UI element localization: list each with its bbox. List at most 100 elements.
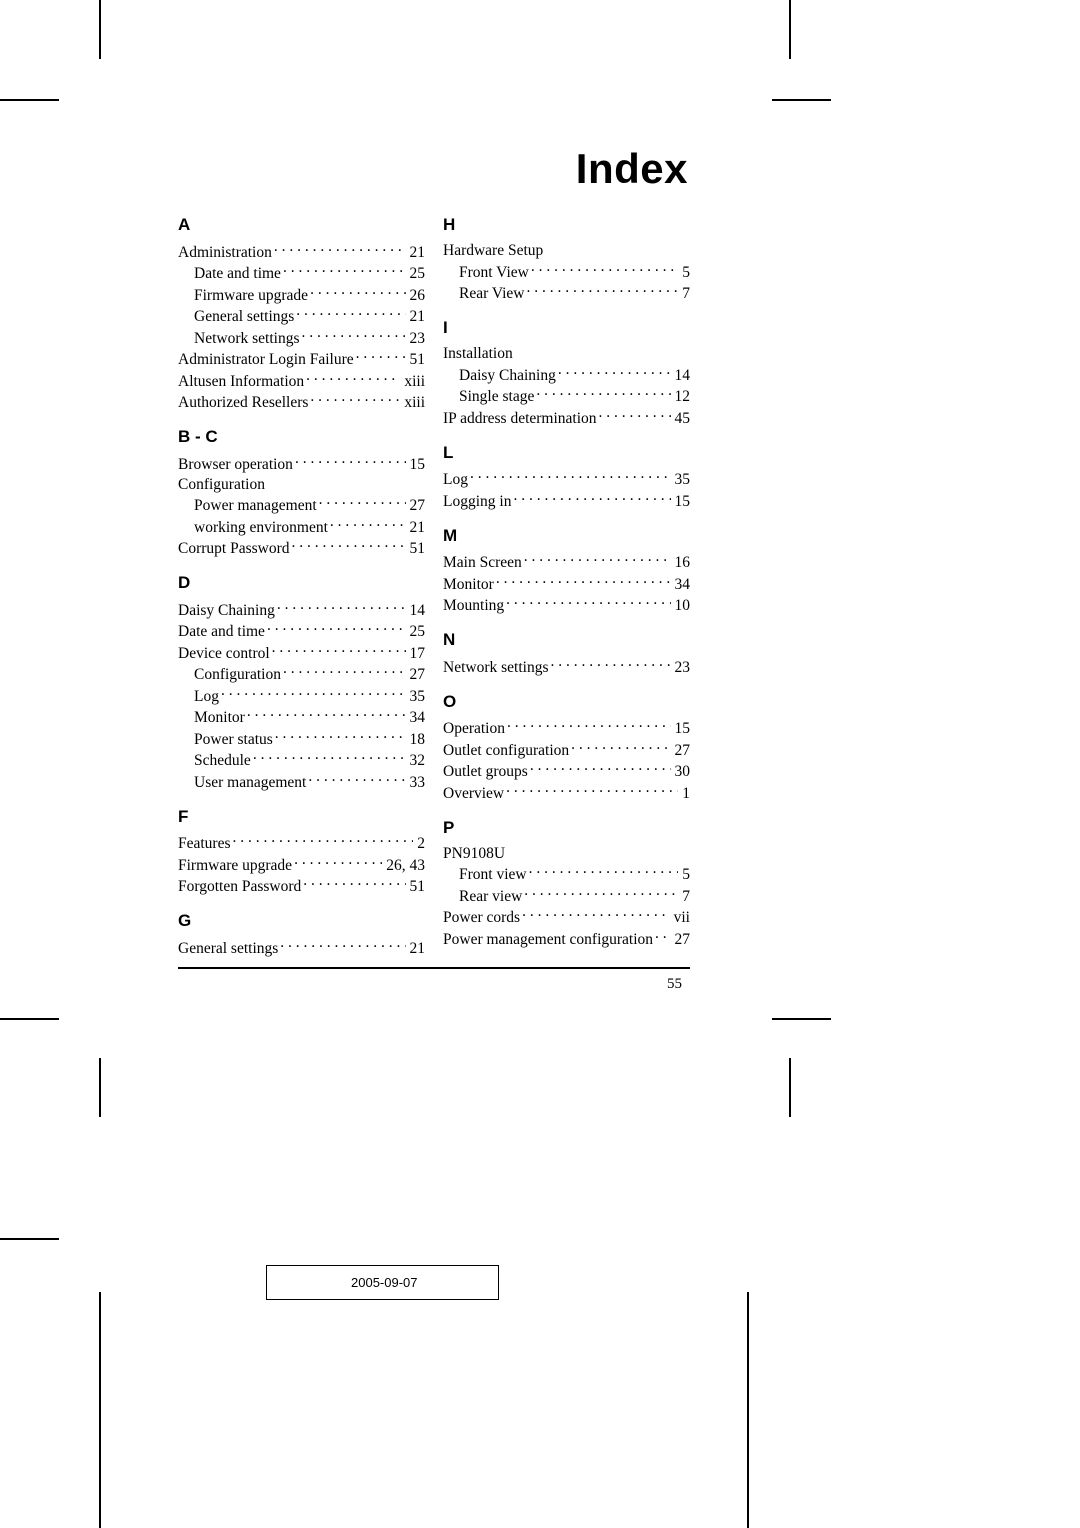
index-entry: Power management27 xyxy=(178,495,425,517)
index-leaders xyxy=(470,469,671,485)
index-page-ref: 10 xyxy=(673,596,691,616)
index-page-ref: 16 xyxy=(673,553,691,573)
index-page-ref: 21 xyxy=(408,307,426,327)
index-leaders xyxy=(295,453,406,469)
index-entry: Daisy Chaining 14 xyxy=(178,599,425,621)
crop-mark xyxy=(0,99,59,101)
index-term: Corrupt Password xyxy=(178,539,290,559)
index-columns: AAdministration21Date and time25Firmware… xyxy=(178,215,690,959)
index-leaders xyxy=(330,516,406,532)
index-term: Forgotten Password xyxy=(178,877,301,897)
index-leaders xyxy=(283,263,406,279)
index-entry: Daisy Chaining14 xyxy=(443,364,690,386)
crop-mark xyxy=(99,1292,101,1528)
index-page-ref: 14 xyxy=(673,366,691,386)
index-leaders xyxy=(524,885,678,901)
index-leaders xyxy=(599,407,671,423)
index-term: Operation xyxy=(443,719,505,739)
index-entry: Features2 xyxy=(178,833,425,855)
index-term: User management xyxy=(178,773,306,793)
index-entry: Rear View 7 xyxy=(443,283,690,305)
index-leaders xyxy=(550,656,670,672)
index-page-ref: 7 xyxy=(680,284,690,304)
footer-date: 2005-09-07 xyxy=(351,1275,418,1290)
index-leaders xyxy=(529,864,679,880)
index-page-ref: 14 xyxy=(408,601,426,621)
index-page-ref: 21 xyxy=(408,939,426,959)
index-entry: Front view5 xyxy=(443,864,690,886)
index-entry: Corrupt Password51 xyxy=(178,538,425,560)
index-entry: Date and time25 xyxy=(178,621,425,643)
index-term: General settings xyxy=(178,307,294,327)
index-term: Mounting xyxy=(443,596,504,616)
index-entry-head: Configuration xyxy=(178,475,425,495)
index-term: Configuration xyxy=(178,475,265,495)
index-entry-head: Hardware Setup xyxy=(443,241,690,261)
index-entry-head: PN9108U xyxy=(443,844,690,864)
index-letter: B - C xyxy=(178,427,425,447)
crop-mark xyxy=(0,1018,59,1020)
index-leaders xyxy=(283,664,406,680)
index-entry: Altusen Informationxiii xyxy=(178,370,425,392)
index-entry: Administration21 xyxy=(178,241,425,263)
index-term: IP address determination xyxy=(443,409,597,429)
index-letter: G xyxy=(178,911,425,931)
index-page-ref: 30 xyxy=(673,762,691,782)
index-term: Hardware Setup xyxy=(443,241,543,261)
index-letter: H xyxy=(443,215,690,235)
index-leaders xyxy=(308,771,405,787)
index-page-ref: 1 xyxy=(680,784,690,804)
index-page-ref: 34 xyxy=(673,575,691,595)
index-term: Main Screen xyxy=(443,553,522,573)
index-entry: Power status18 xyxy=(178,728,425,750)
page-number: 55 xyxy=(667,976,682,993)
crop-mark xyxy=(789,0,791,59)
index-entry: User management 33 xyxy=(178,771,425,793)
index-page-ref: 34 xyxy=(408,708,426,728)
index-leaders xyxy=(536,386,670,402)
index-term: Network settings xyxy=(178,329,299,349)
index-entry: General settings 21 xyxy=(178,306,425,328)
index-term: Administration xyxy=(178,243,272,263)
index-entry: Forgotten Password51 xyxy=(178,876,425,898)
index-entry: Date and time25 xyxy=(178,263,425,285)
index-letter: N xyxy=(443,630,690,650)
index-term: Power status xyxy=(178,730,273,750)
crop-mark xyxy=(772,1018,831,1020)
crop-mark xyxy=(772,99,831,101)
crop-mark xyxy=(0,1238,59,1240)
index-page-ref: 33 xyxy=(408,773,426,793)
index-leaders xyxy=(513,490,670,506)
index-page-ref: 25 xyxy=(408,264,426,284)
index-leaders xyxy=(310,392,400,408)
index-entry: Administrator Login Failure51 xyxy=(178,349,425,371)
index-term: Network settings xyxy=(443,658,548,678)
index-term: Configuration xyxy=(178,665,281,685)
index-leaders xyxy=(655,928,670,944)
index-leaders xyxy=(530,761,671,777)
index-term: General settings xyxy=(178,939,278,959)
index-term: Overview xyxy=(443,784,504,804)
index-page-ref: 5 xyxy=(680,263,690,283)
index-page-ref: 17 xyxy=(408,644,426,664)
index-entry: Monitor34 xyxy=(178,707,425,729)
footer-date-box: 2005-09-07 xyxy=(266,1265,499,1300)
index-term: Features xyxy=(178,834,231,854)
index-leaders xyxy=(280,937,405,953)
index-entry: Front View5 xyxy=(443,261,690,283)
index-page: Index AAdministration21Date and time25Fi… xyxy=(0,0,1080,1528)
index-term: working environment xyxy=(178,518,328,538)
index-entry: Operation15 xyxy=(443,718,690,740)
index-leaders xyxy=(571,739,670,755)
index-letter: D xyxy=(178,573,425,593)
index-term: Daisy Chaining xyxy=(178,601,275,621)
index-column-right: HHardware SetupFront View5Rear View7IIns… xyxy=(443,215,690,959)
index-entry: Single stage12 xyxy=(443,386,690,408)
index-term: Power management xyxy=(178,496,317,516)
index-term: Single stage xyxy=(443,387,534,407)
index-term: Device control xyxy=(178,644,270,664)
crop-mark xyxy=(99,0,101,59)
index-entry: Device control 17 xyxy=(178,642,425,664)
index-leaders xyxy=(272,642,406,658)
index-term: Rear View xyxy=(443,284,525,304)
